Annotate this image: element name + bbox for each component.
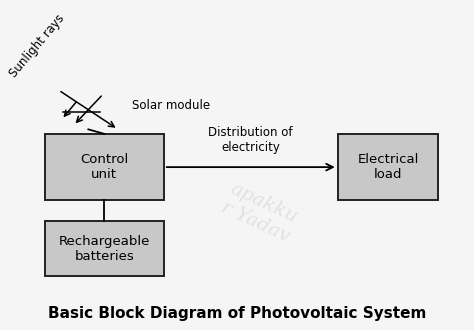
Text: apakku
r Yadav: apakku r Yadav <box>218 179 301 246</box>
Text: Control
unit: Control unit <box>80 153 128 181</box>
Bar <box>337 134 438 200</box>
Text: Basic Block Diagram of Photovoltaic System: Basic Block Diagram of Photovoltaic Syst… <box>48 306 426 321</box>
Text: Rechargeable
batteries: Rechargeable batteries <box>59 235 150 263</box>
Bar <box>45 221 164 276</box>
Text: Distribution of
electricity: Distribution of electricity <box>209 125 293 153</box>
Bar <box>45 134 164 200</box>
Text: Electrical
load: Electrical load <box>357 153 419 181</box>
Text: Sunlight rays: Sunlight rays <box>8 12 68 80</box>
Text: Solar module: Solar module <box>132 99 210 112</box>
